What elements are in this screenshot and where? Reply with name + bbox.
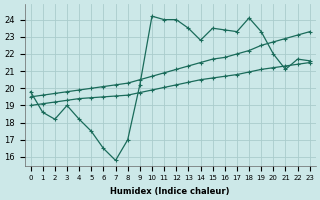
X-axis label: Humidex (Indice chaleur): Humidex (Indice chaleur) xyxy=(110,187,230,196)
